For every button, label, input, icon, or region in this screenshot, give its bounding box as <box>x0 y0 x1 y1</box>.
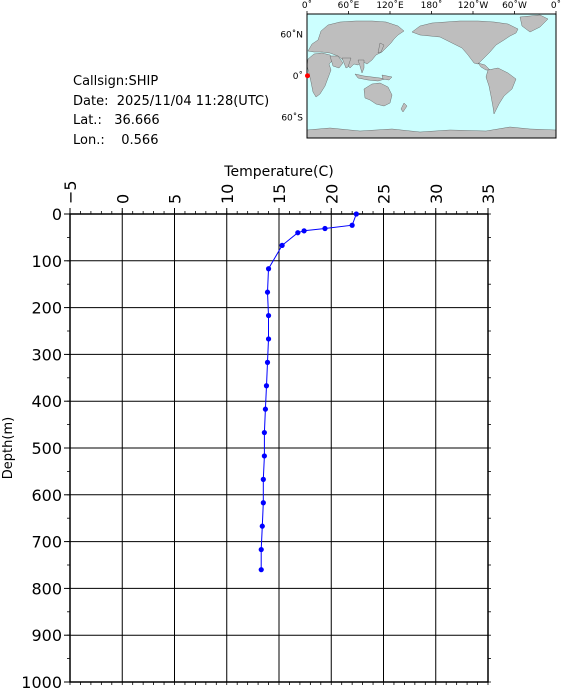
profile-point <box>261 429 267 436</box>
profile-point <box>265 266 272 272</box>
y-tick-label: 100 <box>31 252 62 271</box>
landmass-north-america <box>411 20 519 65</box>
y-tick-label: 900 <box>31 626 62 645</box>
landmass-eurasia <box>307 20 405 69</box>
profile-point <box>264 289 271 295</box>
landmass-india <box>341 57 352 69</box>
profile-point <box>322 225 328 232</box>
profile-point <box>279 242 285 248</box>
landmass-south-america <box>485 67 517 115</box>
landmass-arabia <box>329 55 344 69</box>
latitude-text: Lat.: 36.666 <box>73 113 160 128</box>
y-tick-label: 0 <box>52 205 62 224</box>
y-tick-label: 600 <box>31 486 62 505</box>
longitude-text: Lon.: 0.566 <box>73 132 159 148</box>
location-map: 0˚ 60˚E 120˚E 180˚ 120˚W 60˚W 0˚ 60˚N 0˚ 60˚S <box>280 0 561 139</box>
station-location-marker <box>305 73 310 79</box>
y-axis-title: Depth(m) <box>1 417 16 479</box>
landmass-australia <box>363 82 393 107</box>
date-text: Date: 2025/11/04 11:28(UTC) <box>73 93 270 109</box>
profile-point <box>261 453 267 459</box>
map-lat-label: 60˚N <box>280 30 303 41</box>
x-tick-label: 0 <box>113 194 132 204</box>
x-tick-label: 30 <box>427 184 446 204</box>
profile-point <box>260 500 266 506</box>
y-axis-ticks: 0 100 200 300 400 500 600 700 800 900 1000 <box>21 205 491 690</box>
x-tick-label: −5 <box>61 180 80 204</box>
profile-point <box>301 228 307 234</box>
map-lon-label: 120˚W <box>458 0 489 11</box>
profile-point <box>353 211 359 217</box>
x-tick-label: 15 <box>270 184 289 204</box>
map-lat-label: 60˚S <box>281 112 303 123</box>
map-lat-label: 0˚ <box>293 71 303 82</box>
profile-point <box>259 523 265 529</box>
profile-point <box>263 383 270 389</box>
profile-point <box>262 406 269 412</box>
y-tick-label: 300 <box>31 345 62 364</box>
map-latitude-labels: 60˚N 0˚ 60˚S <box>280 30 303 124</box>
station-info: Callsign:SHIP Date: 2025/11/04 11:28(UTC… <box>73 72 269 150</box>
landmass-new-guinea <box>381 74 393 81</box>
profile-point <box>264 359 271 365</box>
profile-point <box>349 222 355 228</box>
y-tick-label: 400 <box>31 392 62 411</box>
landmass-japan <box>377 42 385 54</box>
callsign-text: Callsign:SHIP <box>73 74 159 89</box>
profile-point <box>265 336 272 342</box>
landmass-greenland <box>519 14 549 33</box>
landmass-new-zealand <box>400 102 408 113</box>
temperature-profile-line <box>260 213 357 570</box>
x-tick-label: 5 <box>166 194 185 204</box>
landmass-africa <box>306 52 334 98</box>
y-tick-label: 200 <box>31 299 62 318</box>
profile-point <box>295 230 301 236</box>
temperature-depth-chart: −5 0 5 10 15 20 25 30 35 01002003004005006007008… <box>1 164 498 690</box>
profile-point <box>265 312 272 319</box>
x-axis-title: Temperature(C) <box>223 164 333 180</box>
y-tick-label: 700 <box>31 533 62 552</box>
map-lon-label: 60˚E <box>338 0 360 11</box>
map-landmasses <box>306 14 557 139</box>
profile-point <box>258 546 264 553</box>
profile-point <box>260 476 266 482</box>
map-lon-label: 180˚ <box>421 0 443 11</box>
map-lon-label: 120˚E <box>376 0 404 11</box>
x-tick-label: 35 <box>479 184 498 204</box>
map-lon-label: 0˚ <box>302 0 312 11</box>
landmass-southeast-asia <box>357 59 365 74</box>
y-tick-label: 500 <box>31 439 62 458</box>
x-tick-label: 20 <box>322 184 341 204</box>
x-tick-label: 10 <box>218 184 237 204</box>
map-lon-label: 0˚ <box>551 0 561 11</box>
profile-point <box>258 567 264 573</box>
y-tick-label: 1000 <box>21 673 62 690</box>
x-axis-ticks: −5 0 5 10 15 20 25 30 35 <box>61 180 498 685</box>
y-tick-label: 800 <box>31 579 62 598</box>
temperature-profile-points <box>258 211 359 573</box>
chart-grid <box>69 213 489 683</box>
map-lon-label: 60˚W <box>502 0 527 11</box>
map-longitude-labels: 0˚ 60˚E 120˚E 180˚ 120˚W 60˚W 0˚ <box>302 0 561 14</box>
x-tick-label: 25 <box>375 184 394 204</box>
